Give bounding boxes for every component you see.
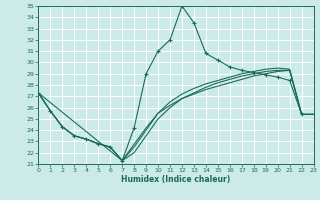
X-axis label: Humidex (Indice chaleur): Humidex (Indice chaleur) <box>121 175 231 184</box>
